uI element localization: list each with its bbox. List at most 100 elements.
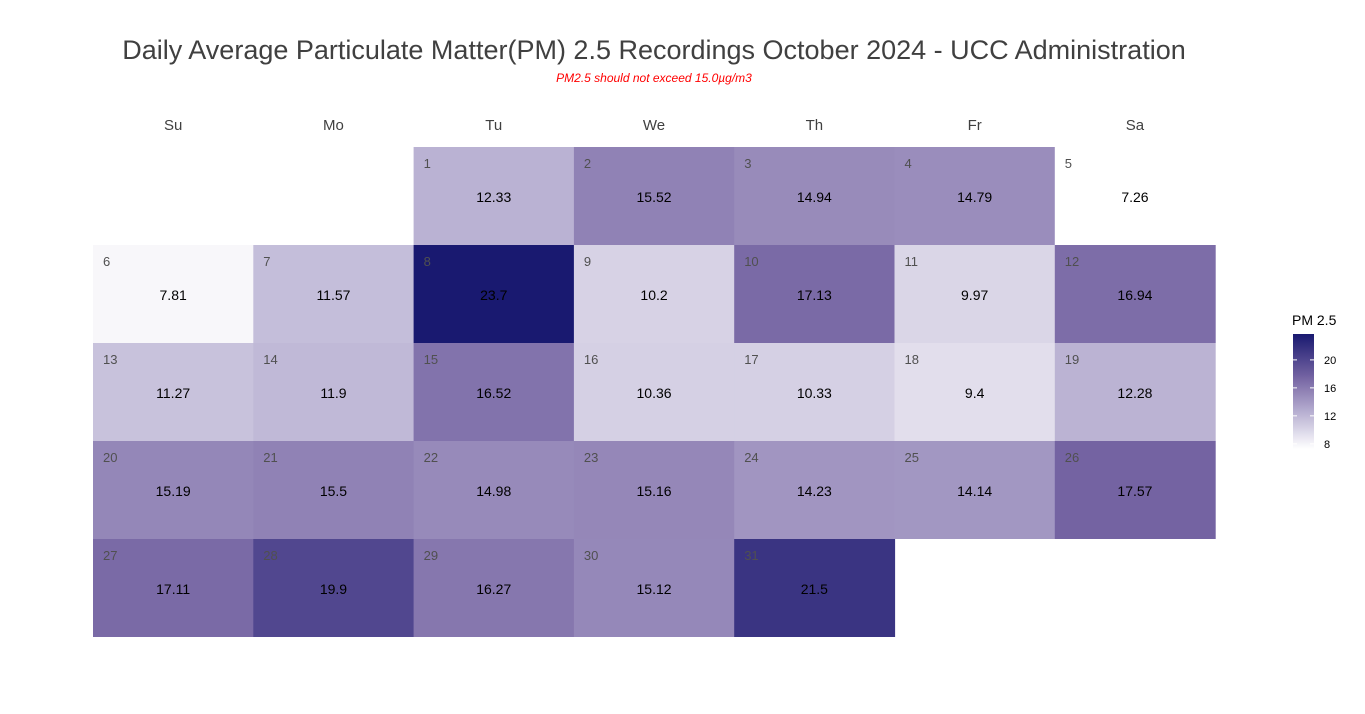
day-cell-fill (413, 245, 575, 343)
day-number: 24 (744, 450, 758, 465)
day-cell: 119.97 (894, 245, 1056, 343)
day-value: 12.28 (1117, 385, 1152, 401)
legend-tick-label: 12 (1324, 411, 1336, 423)
day-cell-fill (573, 147, 735, 245)
day-cell-fill (734, 147, 896, 245)
day-cell: 57.26 (1054, 147, 1216, 245)
day-number: 1 (424, 156, 431, 171)
day-value: 10.2 (640, 287, 667, 303)
day-value: 14.94 (797, 189, 832, 205)
day-cell: 14 11.9 (253, 343, 415, 441)
weekday-headers: Su Mo Tu We Th Fr Sa (164, 117, 1145, 134)
day-cell: 67.81 (93, 245, 254, 343)
day-value: 16.52 (476, 385, 511, 401)
day-cell-fill (93, 343, 254, 441)
day-cell-fill (413, 147, 575, 245)
day-number: 23 (584, 450, 598, 465)
day-number: 18 (905, 352, 919, 367)
day-number: 14 (263, 352, 277, 367)
day-cell-fill (734, 539, 896, 637)
day-cell: 112.33 (413, 147, 575, 245)
day-value: 10.36 (637, 385, 672, 401)
day-value: 11.57 (316, 287, 350, 303)
day-cell: 19 12.28 (1054, 343, 1216, 441)
day-value: 16.27 (476, 581, 511, 597)
day-cell-fill (413, 343, 575, 441)
day-number: 21 (263, 450, 277, 465)
day-number: 8 (424, 254, 431, 269)
day-value: 17.57 (1117, 483, 1152, 499)
day-cell: 12 16.94 (1054, 245, 1216, 343)
day-value: 14.98 (476, 483, 511, 499)
day-value: 19.9 (320, 581, 347, 597)
day-cell: 15 16.52 (413, 343, 575, 441)
legend-colorbar (1293, 334, 1314, 449)
day-cell-fill (93, 245, 254, 343)
day-value: 7.26 (1121, 189, 1148, 205)
day-value: 12.33 (476, 189, 511, 205)
chart-subtitle: PM2.5 should not exceed 15.0µg/m3 (556, 71, 752, 85)
day-cell-fill (1054, 343, 1216, 441)
day-cell-fill (253, 245, 415, 343)
day-number: 31 (744, 548, 758, 563)
day-cell: 21 15.5 (253, 441, 415, 539)
day-cell: 30 15.12 (573, 539, 735, 637)
day-number: 22 (424, 450, 438, 465)
day-value: 17.13 (797, 287, 832, 303)
day-number: 29 (424, 548, 438, 563)
day-cell-fill (253, 539, 415, 637)
day-cell: 26 17.57 (1054, 441, 1216, 539)
day-number: 9 (584, 254, 591, 269)
day-cell-fill (253, 441, 415, 539)
day-value: 11.9 (320, 385, 346, 401)
day-cell: 24 14.23 (734, 441, 896, 539)
day-value: 9.4 (965, 385, 985, 401)
day-cell: 414.79 (894, 147, 1056, 245)
day-cell: 22 14.98 (413, 441, 575, 539)
day-cell: 31 21.5 (734, 539, 896, 637)
day-number: 26 (1065, 450, 1079, 465)
day-number: 2 (584, 156, 591, 171)
day-value: 21.5 (801, 581, 828, 597)
weekday-label-mo: Mo (323, 117, 344, 134)
day-cell-fill (734, 343, 896, 441)
day-value: 7.81 (160, 287, 187, 303)
day-cell: 910.2 (573, 245, 735, 343)
day-value: 16.94 (1117, 287, 1152, 303)
day-number: 6 (103, 254, 110, 269)
day-number: 4 (905, 156, 912, 171)
weekday-label-fr: Fr (968, 117, 982, 134)
day-value: 15.16 (637, 483, 672, 499)
day-cell: 189.4 (894, 343, 1056, 441)
legend-tick-label: 8 (1324, 439, 1330, 451)
day-cell: 25 14.14 (894, 441, 1056, 539)
day-cell: 17 10.33 (734, 343, 896, 441)
day-cell-fill (93, 539, 254, 637)
day-cell-fill (894, 245, 1056, 343)
day-cell-fill (894, 441, 1056, 539)
day-value: 14.79 (957, 189, 992, 205)
legend-tick-label: 20 (1324, 355, 1336, 367)
day-number: 30 (584, 548, 598, 563)
day-value: 15.19 (156, 483, 191, 499)
day-cell: 29 16.27 (413, 539, 575, 637)
day-cell: 27 17.11 (93, 539, 254, 637)
weekday-label-we: We (643, 117, 665, 134)
day-value: 11.27 (156, 385, 190, 401)
day-number: 3 (744, 156, 751, 171)
day-cell-fill (573, 539, 735, 637)
day-number: 15 (424, 352, 438, 367)
legend-title: PM 2.5 (1292, 312, 1337, 328)
day-number: 5 (1065, 156, 1072, 171)
day-cell: 215.52 (573, 147, 735, 245)
day-cell-fill (413, 539, 575, 637)
day-number: 19 (1065, 352, 1079, 367)
day-number: 10 (744, 254, 758, 269)
day-cell-fill (894, 147, 1056, 245)
day-cell-fill (1054, 245, 1216, 343)
day-cell: 823.7 (413, 245, 575, 343)
day-cell-fill (573, 343, 735, 441)
day-number: 28 (263, 548, 277, 563)
day-cell: 314.94 (734, 147, 896, 245)
